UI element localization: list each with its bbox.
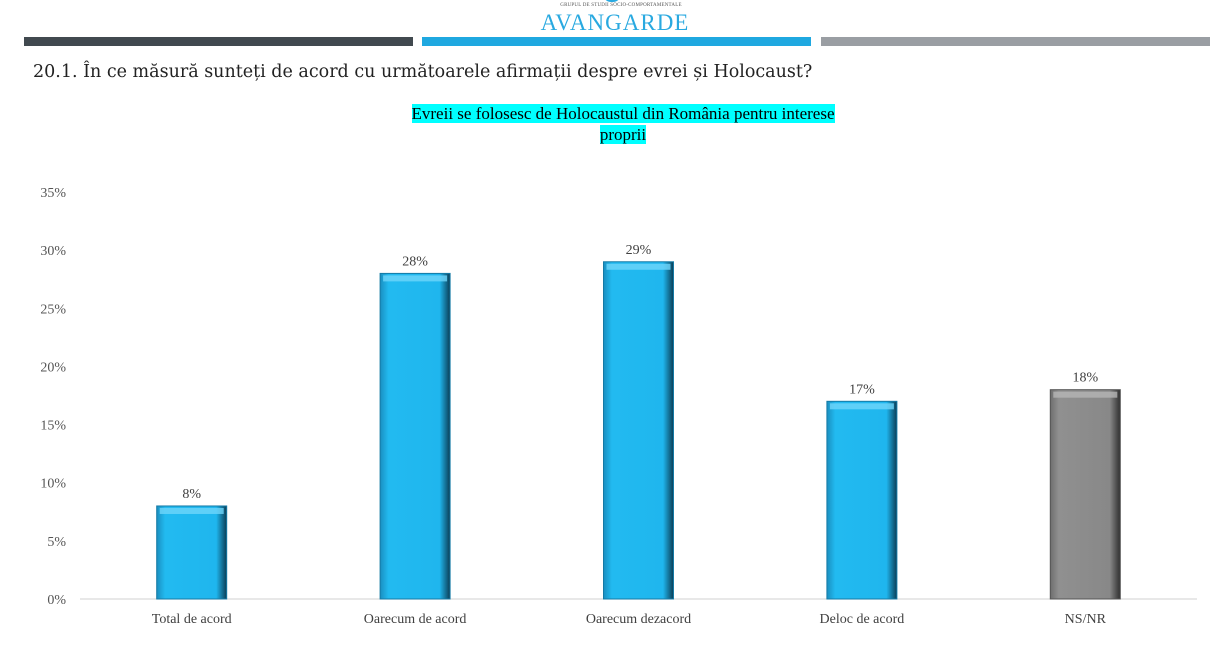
bar-bevel [383, 275, 448, 282]
data-label: 17% [849, 382, 875, 397]
y-tick-label: 5% [47, 535, 66, 550]
y-tick-label: 35% [40, 186, 66, 201]
data-label: 28% [402, 254, 428, 269]
chart-title-line2: proprii [599, 125, 647, 144]
bar-bevel [1053, 391, 1118, 398]
bar [826, 400, 898, 600]
y-tick-label: 10% [40, 477, 66, 492]
header-strip-blue [422, 37, 811, 46]
y-tick-label: 30% [40, 244, 66, 259]
data-label: 18% [1072, 371, 1098, 386]
x-tick-label: Oarecum de acord [364, 612, 467, 627]
header-strip-dark [24, 37, 413, 46]
bar [156, 505, 228, 600]
data-label: 8% [182, 487, 201, 502]
x-tick-label: Total de acord [152, 612, 232, 627]
logo-tagline: GRUPUL DE STUDII SOCIO-COMPORTAMENTALE [560, 3, 682, 8]
question-title: 20.1. În ce măsură sunteți de acord cu u… [33, 62, 813, 82]
bar [1049, 389, 1121, 600]
y-tick-label: 15% [40, 419, 66, 434]
logo: AVANGARDE [540, 10, 690, 35]
chart-title: Evreii se folosesc de Holocaustul din Ro… [300, 103, 946, 145]
y-tick-label: 0% [47, 593, 66, 608]
y-tick-label: 25% [40, 302, 66, 317]
bar [603, 261, 674, 600]
x-tick-label: NS/NR [1065, 612, 1107, 627]
bar-bevel [606, 263, 671, 270]
bar [379, 272, 451, 600]
y-tick-label: 20% [40, 360, 66, 375]
x-tick-label: Oarecum dezacord [586, 612, 691, 627]
data-label: 29% [626, 243, 652, 258]
bar-bevel [829, 403, 894, 410]
bar-bevel [159, 507, 224, 514]
chart-title-line1: Evreii se folosesc de Holocaustul din Ro… [411, 104, 835, 123]
header-strip-gray [821, 37, 1210, 46]
x-tick-label: Deloc de acord [820, 612, 905, 627]
